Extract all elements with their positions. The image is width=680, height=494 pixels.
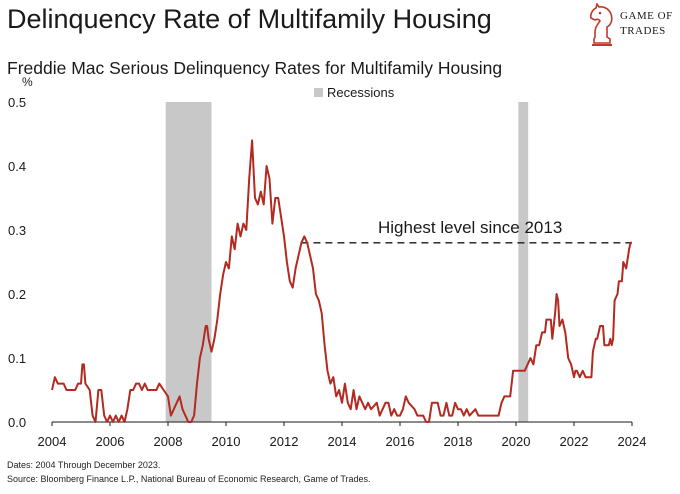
x-tick-label-2012: 2012: [270, 434, 299, 449]
legend-swatch-recessions: [314, 88, 323, 97]
series-line-delinquency-rate: [51, 139, 632, 423]
chart-subtitle: Freddie Mac Serious Delinquency Rates fo…: [7, 58, 503, 78]
x-tick-label-2018: 2018: [444, 434, 473, 449]
logo-text-line2: TRADES: [620, 25, 666, 37]
y-tick-label-0.4: 0.4: [8, 159, 26, 174]
y-tick-label-0.2: 0.2: [8, 287, 26, 302]
page-title: Delinquency Rate of Multifamily Housing: [7, 4, 492, 34]
footer-dates: Dates: 2004 Through December 2023.: [7, 460, 161, 470]
footer-source: Source: Bloomberg Finance L.P., National…: [7, 474, 371, 484]
x-tick-label-2010: 2010: [212, 434, 241, 449]
x-tick-label-2022: 2022: [560, 434, 589, 449]
recession-band-2: [518, 102, 529, 422]
y-tick-label-0.5: 0.5: [8, 95, 26, 110]
y-tick-label-0.3: 0.3: [8, 223, 26, 238]
x-tick-label-2016: 2016: [386, 434, 415, 449]
y-tick-label-0.0: 0.0: [8, 415, 26, 430]
x-tick-label-2014: 2014: [328, 434, 357, 449]
y-axis-unit-label: %: [22, 75, 33, 89]
x-tick-label-2006: 2006: [96, 434, 125, 449]
x-tick-label-2004: 2004: [38, 434, 67, 449]
x-tick-label-2020: 2020: [502, 434, 531, 449]
knight-chess-piece-icon: [589, 3, 613, 46]
y-tick-label-0.1: 0.1: [8, 351, 26, 366]
annotation-text: Highest level since 2013: [378, 218, 562, 237]
x-tick-label-2024: 2024: [618, 434, 647, 449]
legend-label-recessions: Recessions: [327, 85, 395, 100]
brand-logo: GAME OF TRADES: [586, 2, 676, 48]
x-tick-label-2008: 2008: [154, 434, 183, 449]
recession-band-1: [165, 102, 212, 422]
logo-text-line1: GAME OF: [620, 10, 673, 22]
